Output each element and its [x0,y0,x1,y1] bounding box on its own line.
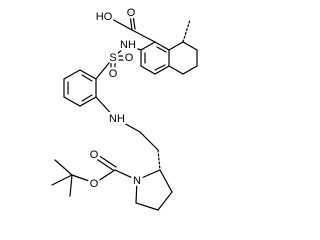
double-bond [154,64,166,71]
bond [114,117,141,133]
atom-label: O [125,52,134,64]
atom-label: N [133,175,141,187]
hashed-bond [182,19,191,43]
atom-label: O [127,7,136,19]
hashed-bond [157,149,161,171]
bond [97,154,117,168]
bond [94,169,116,184]
bond [95,57,114,80]
bond [109,17,133,31]
atom-label: O [90,178,99,190]
atom-label: O [90,149,99,161]
bond [114,169,138,181]
bond [126,44,142,51]
double-bond [81,94,93,102]
ring-bond [135,169,173,211]
bond [132,14,136,30]
bond [139,131,159,151]
bond [51,174,73,186]
bond [95,96,116,119]
atom-label: NH [120,39,136,51]
molecule-diagram: HO O NH S O O NH O O N [51,4,198,211]
atom-label: NH [109,113,125,125]
bonds [51,14,198,211]
ring-bond [168,41,198,75]
ring-bond [63,69,97,107]
bond [94,157,114,171]
atom-label: O [109,68,118,80]
double-bond [81,74,93,82]
atom-label: HO [96,11,113,23]
atom-labels: HO O NH S O O NH O O N [87,4,143,192]
bond [129,14,133,31]
bond [131,29,156,43]
bond [71,174,96,184]
bond [69,174,73,197]
double-bond [156,46,167,53]
atom-label: S [109,52,116,64]
bond [54,159,73,176]
